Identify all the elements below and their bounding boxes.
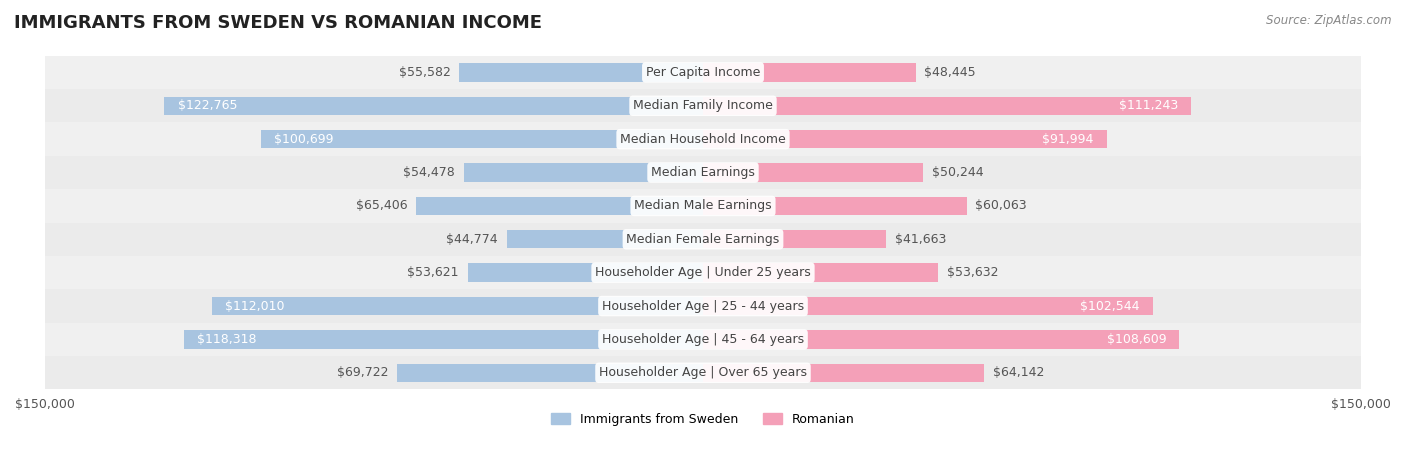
Bar [460,63,703,82]
Bar [165,97,703,115]
Bar [703,97,1191,115]
Text: $64,142: $64,142 [993,366,1045,379]
Text: $91,994: $91,994 [1042,133,1094,146]
Bar [45,156,1361,189]
Text: $41,663: $41,663 [894,233,946,246]
Text: Householder Age | 25 - 44 years: Householder Age | 25 - 44 years [602,299,804,312]
Text: $118,318: $118,318 [197,333,256,346]
Bar [45,189,1361,223]
Text: $53,632: $53,632 [948,266,998,279]
Bar [45,323,1361,356]
Text: $60,063: $60,063 [976,199,1026,212]
Bar [396,364,703,382]
Bar [703,63,915,82]
Bar [703,364,984,382]
Text: IMMIGRANTS FROM SWEDEN VS ROMANIAN INCOME: IMMIGRANTS FROM SWEDEN VS ROMANIAN INCOM… [14,14,543,32]
Text: $53,621: $53,621 [408,266,458,279]
Bar [703,197,966,215]
Bar [703,263,938,282]
Bar [703,130,1107,149]
Text: $111,243: $111,243 [1119,99,1178,112]
Text: $65,406: $65,406 [356,199,408,212]
Text: Median Household Income: Median Household Income [620,133,786,146]
Bar [45,89,1361,122]
Text: $112,010: $112,010 [225,299,284,312]
Bar [45,223,1361,256]
Bar [416,197,703,215]
Text: Householder Age | Under 25 years: Householder Age | Under 25 years [595,266,811,279]
Bar [45,290,1361,323]
Text: Median Male Earnings: Median Male Earnings [634,199,772,212]
Text: $100,699: $100,699 [274,133,333,146]
Text: $50,244: $50,244 [932,166,984,179]
Bar [468,263,703,282]
Text: Median Earnings: Median Earnings [651,166,755,179]
Text: $102,544: $102,544 [1080,299,1140,312]
Text: Householder Age | 45 - 64 years: Householder Age | 45 - 64 years [602,333,804,346]
Bar [703,297,1153,315]
Text: Median Female Earnings: Median Female Earnings [627,233,779,246]
Bar [45,256,1361,290]
Bar [45,56,1361,89]
Text: $54,478: $54,478 [404,166,456,179]
Bar [45,122,1361,156]
Text: $122,765: $122,765 [177,99,238,112]
Text: Per Capita Income: Per Capita Income [645,66,761,79]
Text: Source: ZipAtlas.com: Source: ZipAtlas.com [1267,14,1392,27]
Text: $55,582: $55,582 [398,66,450,79]
Legend: Immigrants from Sweden, Romanian: Immigrants from Sweden, Romanian [547,408,859,431]
Bar [45,356,1361,389]
Bar [506,230,703,248]
Bar [703,163,924,182]
Bar [184,330,703,348]
Bar [464,163,703,182]
Text: $69,722: $69,722 [337,366,388,379]
Bar [703,230,886,248]
Bar [703,330,1180,348]
Bar [211,297,703,315]
Text: $44,774: $44,774 [446,233,498,246]
Text: $48,445: $48,445 [924,66,976,79]
Text: $108,609: $108,609 [1107,333,1167,346]
Text: Median Family Income: Median Family Income [633,99,773,112]
Bar [262,130,703,149]
Text: Householder Age | Over 65 years: Householder Age | Over 65 years [599,366,807,379]
